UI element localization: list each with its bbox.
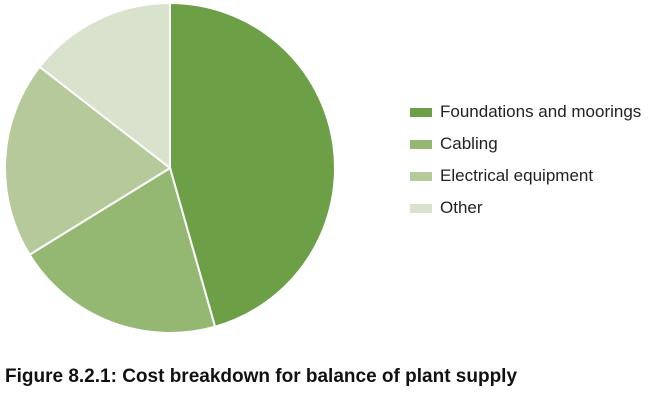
figure-caption: Figure 8.2.1: Cost breakdown for balance… <box>5 366 518 387</box>
slice-other <box>38 1 171 171</box>
slice-foundations <box>169 1 336 328</box>
legend: Foundations and moorings Cabling Electri… <box>410 96 641 224</box>
legend-item-other: Other <box>410 192 641 224</box>
legend-label: Foundations and moorings <box>440 102 642 121</box>
legend-swatch <box>410 171 432 181</box>
legend-label: Cabling <box>440 134 498 153</box>
legend-item-foundations: Foundations and moorings <box>410 96 641 128</box>
legend-swatch <box>410 203 432 213</box>
legend-label: Electrical equipment <box>440 166 594 185</box>
legend-item-cabling: Cabling <box>410 128 641 160</box>
slice-electrical <box>4 65 172 257</box>
legend-swatch <box>410 107 432 117</box>
legend-swatch <box>410 139 432 149</box>
legend-label: Other <box>440 198 483 217</box>
legend-item-electrical: Electrical equipment <box>410 160 641 192</box>
slice-cabling <box>28 166 217 334</box>
